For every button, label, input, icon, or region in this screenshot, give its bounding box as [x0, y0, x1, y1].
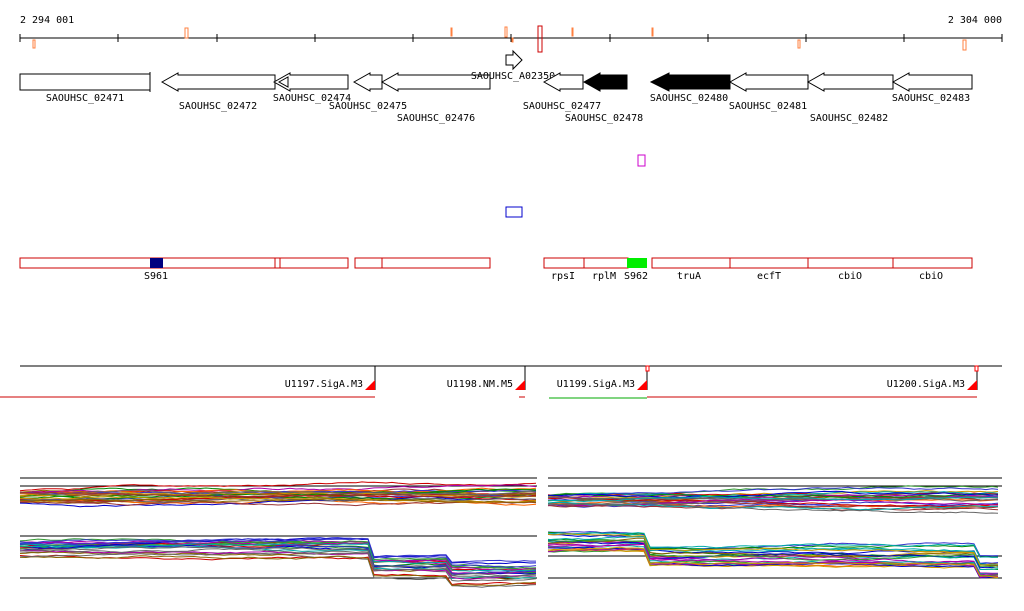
gene-SAOUHSC_02481[interactable]: SAOUHSC_02481	[729, 72, 809, 112]
gene-SAOUHSC_02471[interactable]: SAOUHSC_02471	[19, 72, 151, 104]
feature-label: cbiO	[919, 271, 943, 282]
gene-SAOUHSC_02482[interactable]: SAOUHSC_02482	[806, 72, 894, 124]
feature-label: rplM	[592, 271, 616, 282]
expression-profile-line	[547, 502, 999, 514]
expression-profile-line	[547, 490, 999, 499]
gene-label: SAOUHSC_02475	[329, 101, 407, 112]
ruler-site-markers[interactable]	[32, 25, 967, 53]
gene-SAOUHSC_02476[interactable]: SAOUHSC_02476	[380, 72, 491, 124]
feature-label: S962	[624, 271, 648, 282]
expression-panel-left[interactable]	[19, 477, 537, 588]
gene-SAOUHSC_A02350[interactable]: SAOUHSC_A02350	[471, 49, 555, 82]
gene-label: SAOUHSC_02472	[179, 101, 257, 112]
promoter-track: U1197.SigA.M3 U1198.NM.M5 U1199.SigA.M3 …	[0, 365, 1002, 399]
expression-profile-line	[19, 500, 537, 507]
expression-profile-line	[547, 486, 999, 496]
expression-profile-line	[547, 501, 999, 511]
expression-profile-line	[547, 532, 999, 558]
expression-profile-line	[19, 495, 537, 508]
expression-profile-line	[547, 497, 999, 505]
expression-profile-line	[19, 555, 537, 586]
coordinate-ruler: 2 294 001 2 304 000	[19, 15, 1003, 53]
expression-profile-line	[19, 491, 537, 498]
expression-profile-line	[547, 495, 999, 503]
expression-profile-line	[19, 538, 537, 568]
gene-label: SAOUHSC_02482	[810, 113, 888, 124]
expression-profile-line	[547, 539, 999, 568]
expression-profile-line	[547, 536, 999, 565]
expression-profiles-right	[547, 485, 999, 579]
gene-SAOUHSC_02480[interactable]: SAOUHSC_02480	[650, 72, 731, 104]
expression-profile-line	[19, 549, 537, 580]
gene-SAOUHSC_02478[interactable]: SAOUHSC_02478	[565, 72, 643, 124]
expression-profile-line	[547, 491, 999, 498]
misc-feature-magenta[interactable]	[637, 154, 646, 167]
expression-profile-line	[19, 481, 537, 492]
gene-label: SAOUHSC_02477	[523, 101, 601, 112]
promoter-label: U1199.SigA.M3	[557, 379, 635, 390]
expression-profile-line	[19, 537, 536, 563]
expression-profile-line	[547, 533, 999, 566]
gene-track: SAOUHSC_02471 SAOUHSC_02472 SAOUHSC_0247…	[19, 49, 973, 124]
ruler-start-label: 2 294 001	[20, 15, 74, 26]
ruler-ticks	[19, 34, 1003, 42]
gene-label: SAOUHSC_02478	[565, 113, 643, 124]
feature-label: rpsI	[551, 271, 575, 282]
feature-block-S962[interactable]	[627, 258, 647, 268]
expression-profile-line	[19, 498, 537, 504]
feature-label: cbiO	[838, 271, 862, 282]
gene-label: SAOUHSC_02481	[729, 101, 807, 112]
gene-SAOUHSC_02474[interactable]: SAOUHSC_02474	[273, 72, 351, 104]
gene-label: SAOUHSC_02483	[892, 93, 970, 104]
promoter-U1199[interactable]: U1199.SigA.M3	[549, 365, 650, 399]
expression-profile-line	[547, 546, 999, 578]
feature-label: truA	[677, 271, 701, 282]
feature-label: S961	[144, 271, 168, 282]
expression-profiles-left	[19, 481, 537, 588]
expression-profile-line	[20, 489, 537, 496]
gene-SAOUHSC_02483[interactable]: SAOUHSC_02483	[892, 72, 973, 104]
promoter-label: U1198.NM.M5	[447, 379, 513, 390]
ruler-end-label: 2 304 000	[948, 15, 1002, 26]
feature-label: ecfT	[757, 271, 781, 282]
expression-profile-line	[19, 538, 537, 569]
gene-label: SAOUHSC_A02350	[471, 71, 555, 82]
promoter-U1197[interactable]: U1197.SigA.M3	[0, 366, 376, 398]
gene-label: SAOUHSC_02480	[650, 93, 728, 104]
feature-block-S961[interactable]	[150, 258, 163, 268]
promoter-label: U1200.SigA.M3	[887, 379, 965, 390]
gene-label: SAOUHSC_02471	[46, 93, 124, 104]
promoter-U1198[interactable]: U1198.NM.M5	[447, 366, 526, 398]
gene-label: SAOUHSC_02474	[273, 93, 351, 104]
gene-SAOUHSC_02472[interactable]: SAOUHSC_02472	[160, 72, 276, 112]
promoter-label: U1197.SigA.M3	[285, 379, 363, 390]
expression-profile-line	[19, 548, 537, 578]
expression-profile-line	[547, 539, 999, 569]
promoter-U1200[interactable]: U1200.SigA.M3	[647, 365, 979, 398]
gene-label: SAOUHSC_02476	[397, 113, 475, 124]
expression-profile-line	[19, 541, 537, 570]
misc-feature-blue[interactable]	[505, 206, 523, 218]
expression-profile-line	[547, 543, 999, 576]
expression-profile-line	[19, 550, 537, 582]
feature-labels: S961 rpsI rplM S962 truA ecfT cbiO cbiO	[144, 271, 943, 282]
expression-panel-right[interactable]	[547, 477, 1002, 579]
